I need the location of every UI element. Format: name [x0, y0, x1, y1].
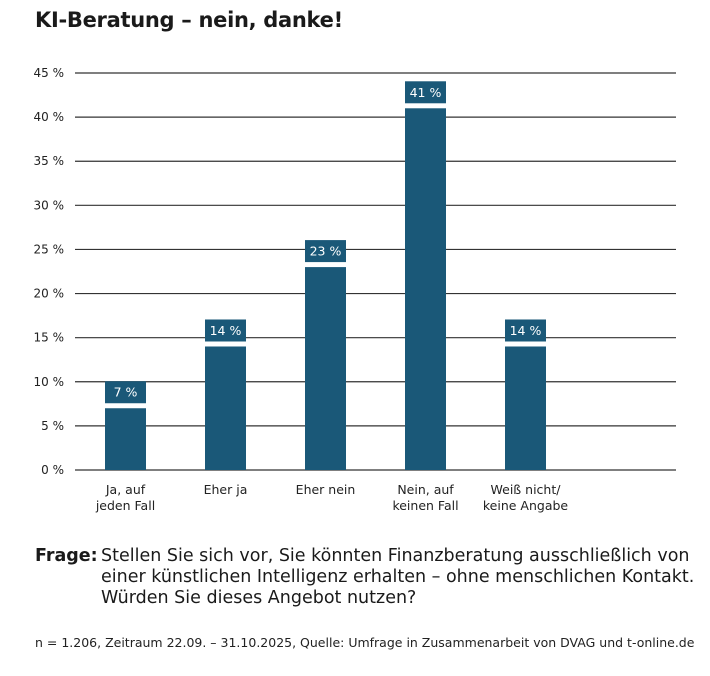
x-tick-label: Ja, auf — [105, 482, 146, 497]
x-tick-label: Eher nein — [296, 482, 356, 497]
y-tick-label: 0 % — [41, 463, 64, 477]
y-tick-label: 10 % — [34, 375, 65, 389]
source-note: n = 1.206, Zeitraum 22.09. – 31.10.2025,… — [35, 635, 695, 650]
bar — [305, 267, 346, 470]
y-tick-label: 20 % — [34, 287, 65, 301]
data-label-box — [305, 240, 346, 263]
y-tick-label: 35 % — [34, 154, 65, 168]
y-tick-label: 5 % — [41, 419, 64, 433]
bar — [105, 408, 146, 470]
data-label-box — [405, 81, 446, 104]
x-tick-label: Weiß nicht/ — [491, 482, 562, 497]
data-label: 14 % — [210, 323, 242, 338]
question-label: Frage: — [35, 546, 98, 566]
data-label-box — [205, 319, 246, 342]
chart-title: KI-Beratung – nein, danke! — [35, 8, 343, 32]
bar-chart: 0 % 5 % 10 % 15 % 20 % 25 % 30 % 35 % 40 % 45 % 7 … — [34, 66, 676, 513]
question-text: Stellen Sie sich vor, Sie könnten Finanz… — [101, 546, 695, 608]
y-tick-label: 15 % — [34, 331, 65, 345]
bar — [405, 108, 446, 471]
x-tick-label: Eher ja — [204, 482, 248, 497]
x-tick-label: keinen Fall — [392, 498, 458, 513]
y-tick-label: 25 % — [34, 242, 65, 256]
data-label: 23 % — [310, 244, 342, 259]
data-label: 7 % — [114, 385, 138, 400]
x-tick-label: Nein, auf — [397, 482, 454, 497]
bar — [505, 346, 546, 470]
bar — [205, 346, 246, 470]
x-tick-label: keine Angabe — [483, 498, 569, 513]
data-label-box — [105, 381, 146, 404]
y-tick-label: 30 % — [34, 198, 65, 212]
y-tick-label: 45 % — [34, 66, 65, 80]
data-label: 41 % — [410, 85, 442, 100]
x-tick-label: jeden Fall — [95, 498, 155, 513]
data-label: 14 % — [510, 323, 542, 338]
question-block: Frage: Stellen Sie sich vor, Sie könnten… — [35, 546, 710, 609]
y-tick-label: 40 % — [34, 110, 65, 124]
data-label-box — [505, 319, 546, 342]
